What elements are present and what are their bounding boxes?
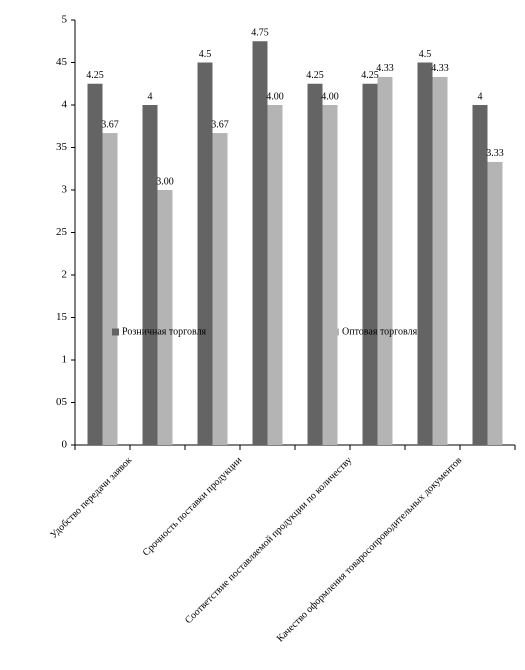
bar: [362, 83, 378, 445]
y-tick-label: 35: [56, 141, 68, 153]
value-label: 4: [148, 91, 153, 102]
value-label: 4.25: [86, 70, 104, 81]
x-tick-label: Срочность поставки продукции: [141, 455, 245, 559]
bar: [432, 76, 448, 445]
value-label: 4.33: [431, 63, 449, 74]
bar: [142, 105, 158, 445]
legend-label: Розничная торговля: [122, 326, 207, 337]
value-label: 4.00: [266, 91, 284, 102]
value-label: 3.67: [211, 119, 229, 130]
x-tick-label: Удобство передачи заявок: [48, 455, 134, 541]
bar: [472, 105, 488, 445]
y-tick-label: 45: [56, 56, 68, 68]
value-label: 3.33: [486, 148, 504, 159]
y-tick-label: 05: [56, 396, 68, 408]
legend-swatch: [332, 328, 339, 336]
bar: [252, 41, 268, 445]
legend-swatch: [112, 328, 119, 336]
value-label: 4.25: [361, 70, 379, 81]
bar: [487, 161, 503, 445]
y-tick-label: 0: [62, 439, 68, 451]
y-tick-label: 25: [56, 226, 68, 238]
y-tick-label: 4: [62, 99, 68, 111]
value-label: 4.5: [199, 49, 212, 60]
value-label: 4.5: [419, 49, 432, 60]
y-tick-label: 5: [62, 14, 68, 26]
bar: [87, 83, 103, 445]
bar: [417, 62, 433, 445]
y-tick-label: 3: [62, 184, 68, 196]
bar: [307, 83, 323, 445]
bar: [267, 105, 283, 445]
bar: [377, 76, 393, 445]
value-label: 4: [478, 91, 483, 102]
value-label: 3.67: [101, 119, 119, 130]
bar: [157, 190, 173, 445]
value-label: 4.33: [376, 63, 394, 74]
bar: [102, 133, 118, 446]
bar: [212, 133, 228, 446]
value-label: 3.00: [156, 176, 174, 187]
bar: [197, 62, 213, 445]
x-tick-label: Соответствие поставляемой продукции по к…: [183, 455, 354, 626]
value-label: 4.25: [306, 70, 324, 81]
value-label: 4.75: [251, 28, 269, 39]
y-tick-label: 15: [56, 311, 68, 323]
y-tick-label: 1: [62, 354, 68, 366]
value-label: 4.00: [321, 91, 339, 102]
x-tick-label: Качество оформления товаросопроводительн…: [275, 455, 465, 645]
legend-label: Оптовая торговля: [342, 326, 418, 337]
bar: [322, 105, 338, 445]
y-tick-label: 2: [62, 269, 68, 281]
